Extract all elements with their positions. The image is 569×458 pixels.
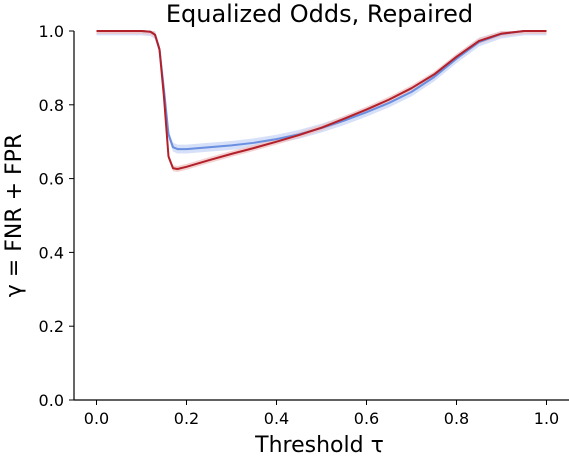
y-tick-label: 0.0 bbox=[39, 391, 64, 410]
x-tick-label: 0.2 bbox=[174, 409, 199, 428]
x-tick-label: 0.6 bbox=[354, 409, 379, 428]
y-tick-label: 0.2 bbox=[39, 317, 64, 336]
axes: 0.0 0.2 0.4 0.6 0.8 1.0 0.0 0.2 0.4 0.6 0.8 1.0 bbox=[39, 22, 569, 428]
chart-title: Equalized Odds, Repaired bbox=[166, 0, 473, 28]
series-lines bbox=[96, 30, 547, 171]
x-tick-label: 0.0 bbox=[84, 409, 109, 428]
x-tick-label: 0.8 bbox=[444, 409, 469, 428]
y-tick-label: 1.0 bbox=[39, 22, 64, 41]
x-tick-label: 1.0 bbox=[534, 409, 559, 428]
series-1-line bbox=[96, 30, 547, 171]
y-tick-label: 0.8 bbox=[39, 96, 64, 115]
y-tick-label: 0.6 bbox=[39, 170, 64, 189]
y-axis-title: γ = FNR + FPR bbox=[2, 134, 27, 297]
y-tick-label: 0.4 bbox=[39, 243, 64, 262]
x-axis-title: Threshold τ bbox=[254, 433, 384, 458]
x-tick-label: 0.4 bbox=[264, 409, 289, 428]
